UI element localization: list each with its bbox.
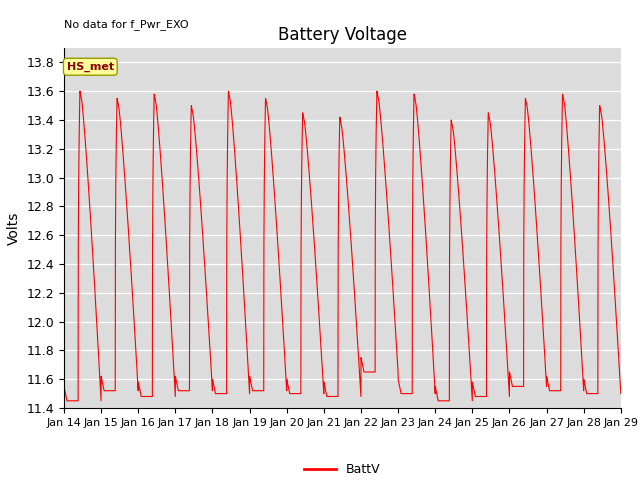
Y-axis label: Volts: Volts [7,211,21,245]
Text: No data for f_Pwr_EXO: No data for f_Pwr_EXO [64,19,189,30]
Title: Battery Voltage: Battery Voltage [278,25,407,44]
Text: HS_met: HS_met [67,61,114,72]
Legend: BattV: BattV [300,458,385,480]
